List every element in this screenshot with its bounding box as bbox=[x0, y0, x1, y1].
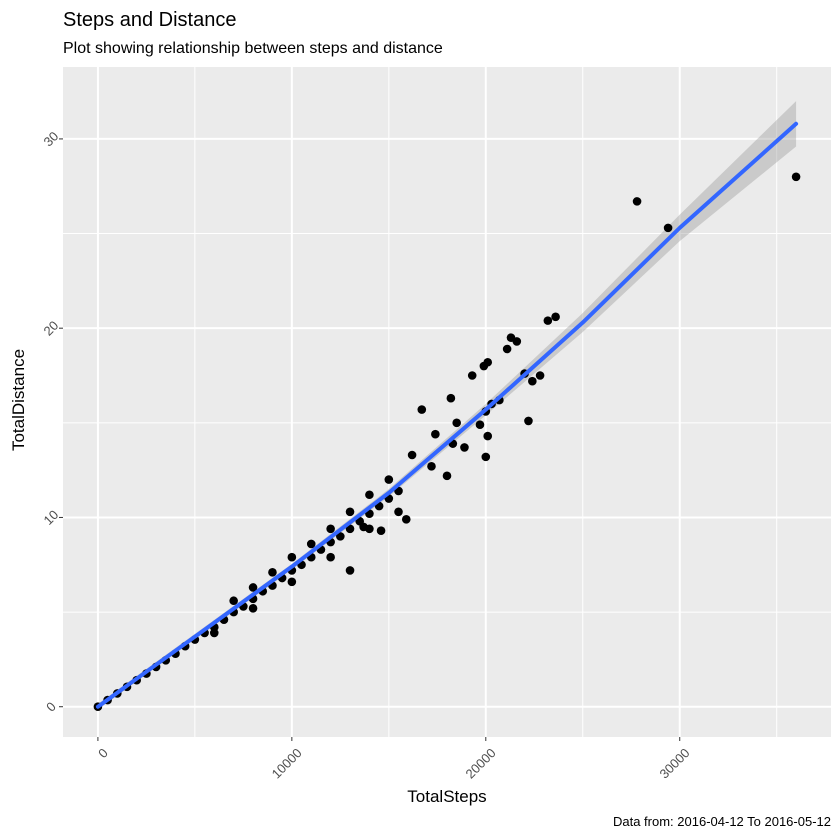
data-point bbox=[524, 416, 533, 426]
data-point bbox=[394, 507, 403, 517]
y-tick-label: 10 bbox=[41, 507, 62, 528]
y-tick-label: 30 bbox=[41, 129, 62, 150]
data-point bbox=[483, 357, 493, 367]
x-tick-label: 20000 bbox=[463, 745, 499, 781]
data-point bbox=[417, 405, 427, 414]
data-point bbox=[791, 172, 801, 182]
data-point bbox=[467, 371, 477, 380]
data-point bbox=[268, 568, 277, 577]
data-point bbox=[452, 418, 461, 428]
data-point bbox=[401, 515, 411, 524]
data-point bbox=[248, 603, 258, 613]
x-axis-ticks: 0 10000 20000 30000 bbox=[95, 737, 693, 781]
trend-line bbox=[95, 121, 799, 709]
data-point bbox=[407, 450, 417, 460]
data-point bbox=[460, 443, 469, 452]
data-point bbox=[528, 376, 537, 386]
data-point bbox=[345, 566, 355, 575]
data-point bbox=[442, 471, 452, 481]
data-point bbox=[446, 393, 456, 403]
data-point bbox=[287, 577, 297, 587]
data-point bbox=[483, 431, 493, 441]
data-point bbox=[306, 539, 316, 549]
data-point bbox=[384, 475, 394, 484]
data-point bbox=[336, 532, 345, 541]
data-point bbox=[248, 583, 258, 592]
data-point bbox=[481, 452, 491, 462]
data-point bbox=[475, 420, 485, 430]
data-point bbox=[431, 429, 440, 439]
chart-title: Steps and Distance bbox=[63, 9, 236, 31]
plot-panel bbox=[63, 67, 831, 737]
y-tick-label: 20 bbox=[41, 318, 62, 339]
data-point bbox=[345, 524, 355, 534]
grid-major bbox=[63, 67, 831, 737]
smooth-line bbox=[95, 121, 799, 709]
data-point bbox=[287, 552, 297, 562]
y-tick-label: 0 bbox=[43, 699, 59, 715]
x-tick-label: 10000 bbox=[269, 745, 305, 781]
y-axis-title: TotalDistance bbox=[9, 349, 28, 451]
grid-minor bbox=[63, 67, 831, 737]
data-point bbox=[632, 197, 642, 206]
chart-caption: Data from: 2016-04-12 To 2016-05-12 bbox=[613, 814, 831, 829]
data-point bbox=[551, 312, 560, 322]
data-point bbox=[209, 628, 219, 638]
x-tick-label: 0 bbox=[95, 745, 111, 761]
data-point bbox=[365, 490, 374, 500]
data-point bbox=[345, 507, 355, 517]
data-point bbox=[663, 223, 673, 233]
data-point bbox=[326, 552, 335, 562]
x-tick-label: 30000 bbox=[656, 745, 692, 781]
chart-subtitle: Plot showing relationship between steps … bbox=[63, 40, 443, 57]
data-point bbox=[543, 316, 553, 325]
data-point bbox=[359, 522, 368, 532]
data-point bbox=[535, 371, 545, 380]
data-point bbox=[512, 337, 522, 346]
data-point bbox=[376, 526, 386, 536]
x-axis-title: TotalSteps bbox=[407, 787, 486, 806]
data-point bbox=[427, 462, 436, 471]
data-point bbox=[326, 524, 335, 534]
data-point bbox=[229, 596, 238, 606]
y-axis-ticks: 0 10 20 30 bbox=[41, 129, 63, 715]
data-point bbox=[502, 344, 512, 354]
